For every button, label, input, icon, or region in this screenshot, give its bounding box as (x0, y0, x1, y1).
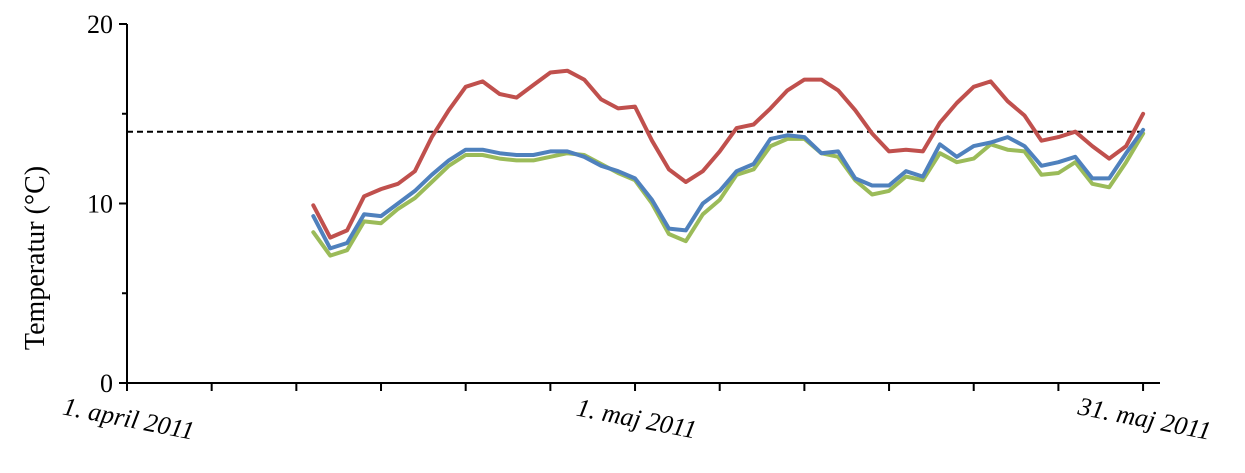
y-tick-label: 20 (87, 10, 113, 39)
y-tick-label: 10 (87, 190, 113, 219)
series-line-1 (311, 68, 1146, 240)
x-tick-label: 1. maj 2011 (574, 393, 699, 445)
x-tick-label: 1. april 2011 (61, 392, 197, 446)
y-axis-title: Temperatur (°C) (20, 166, 51, 350)
series-line-3 (311, 127, 1146, 251)
series-line-2 (311, 131, 1146, 258)
plot-area: 0 10 20 1. april 2011 1. maj 2011 31. maj 20… (61, 10, 1214, 446)
x-tick-label: 31. maj 2011 (1075, 391, 1214, 445)
y-tick-label: 0 (100, 369, 113, 398)
